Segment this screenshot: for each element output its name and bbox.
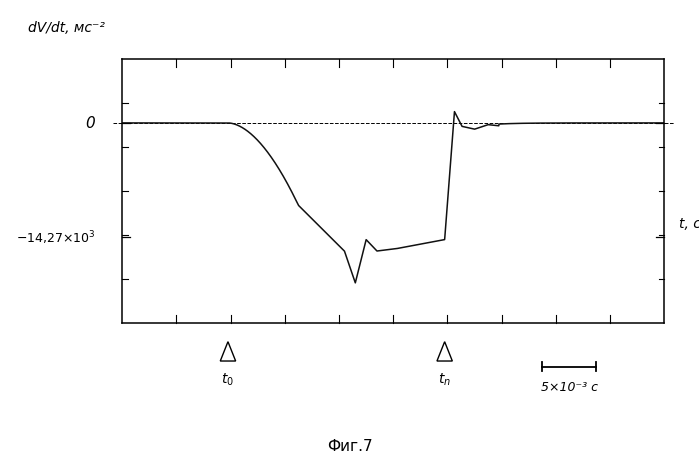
Text: 5×10⁻³ с: 5×10⁻³ с bbox=[541, 381, 598, 393]
Text: dV/dt, мс⁻²: dV/dt, мс⁻² bbox=[28, 21, 105, 34]
Text: 0: 0 bbox=[85, 116, 95, 131]
Text: t, с: t, с bbox=[679, 216, 699, 230]
Text: Фиг.7: Фиг.7 bbox=[326, 438, 373, 453]
Text: $t_n$: $t_n$ bbox=[438, 370, 451, 387]
Text: $-14{,}27{\times}10^{3}$: $-14{,}27{\times}10^{3}$ bbox=[15, 229, 95, 246]
Text: $t_0$: $t_0$ bbox=[222, 370, 234, 387]
